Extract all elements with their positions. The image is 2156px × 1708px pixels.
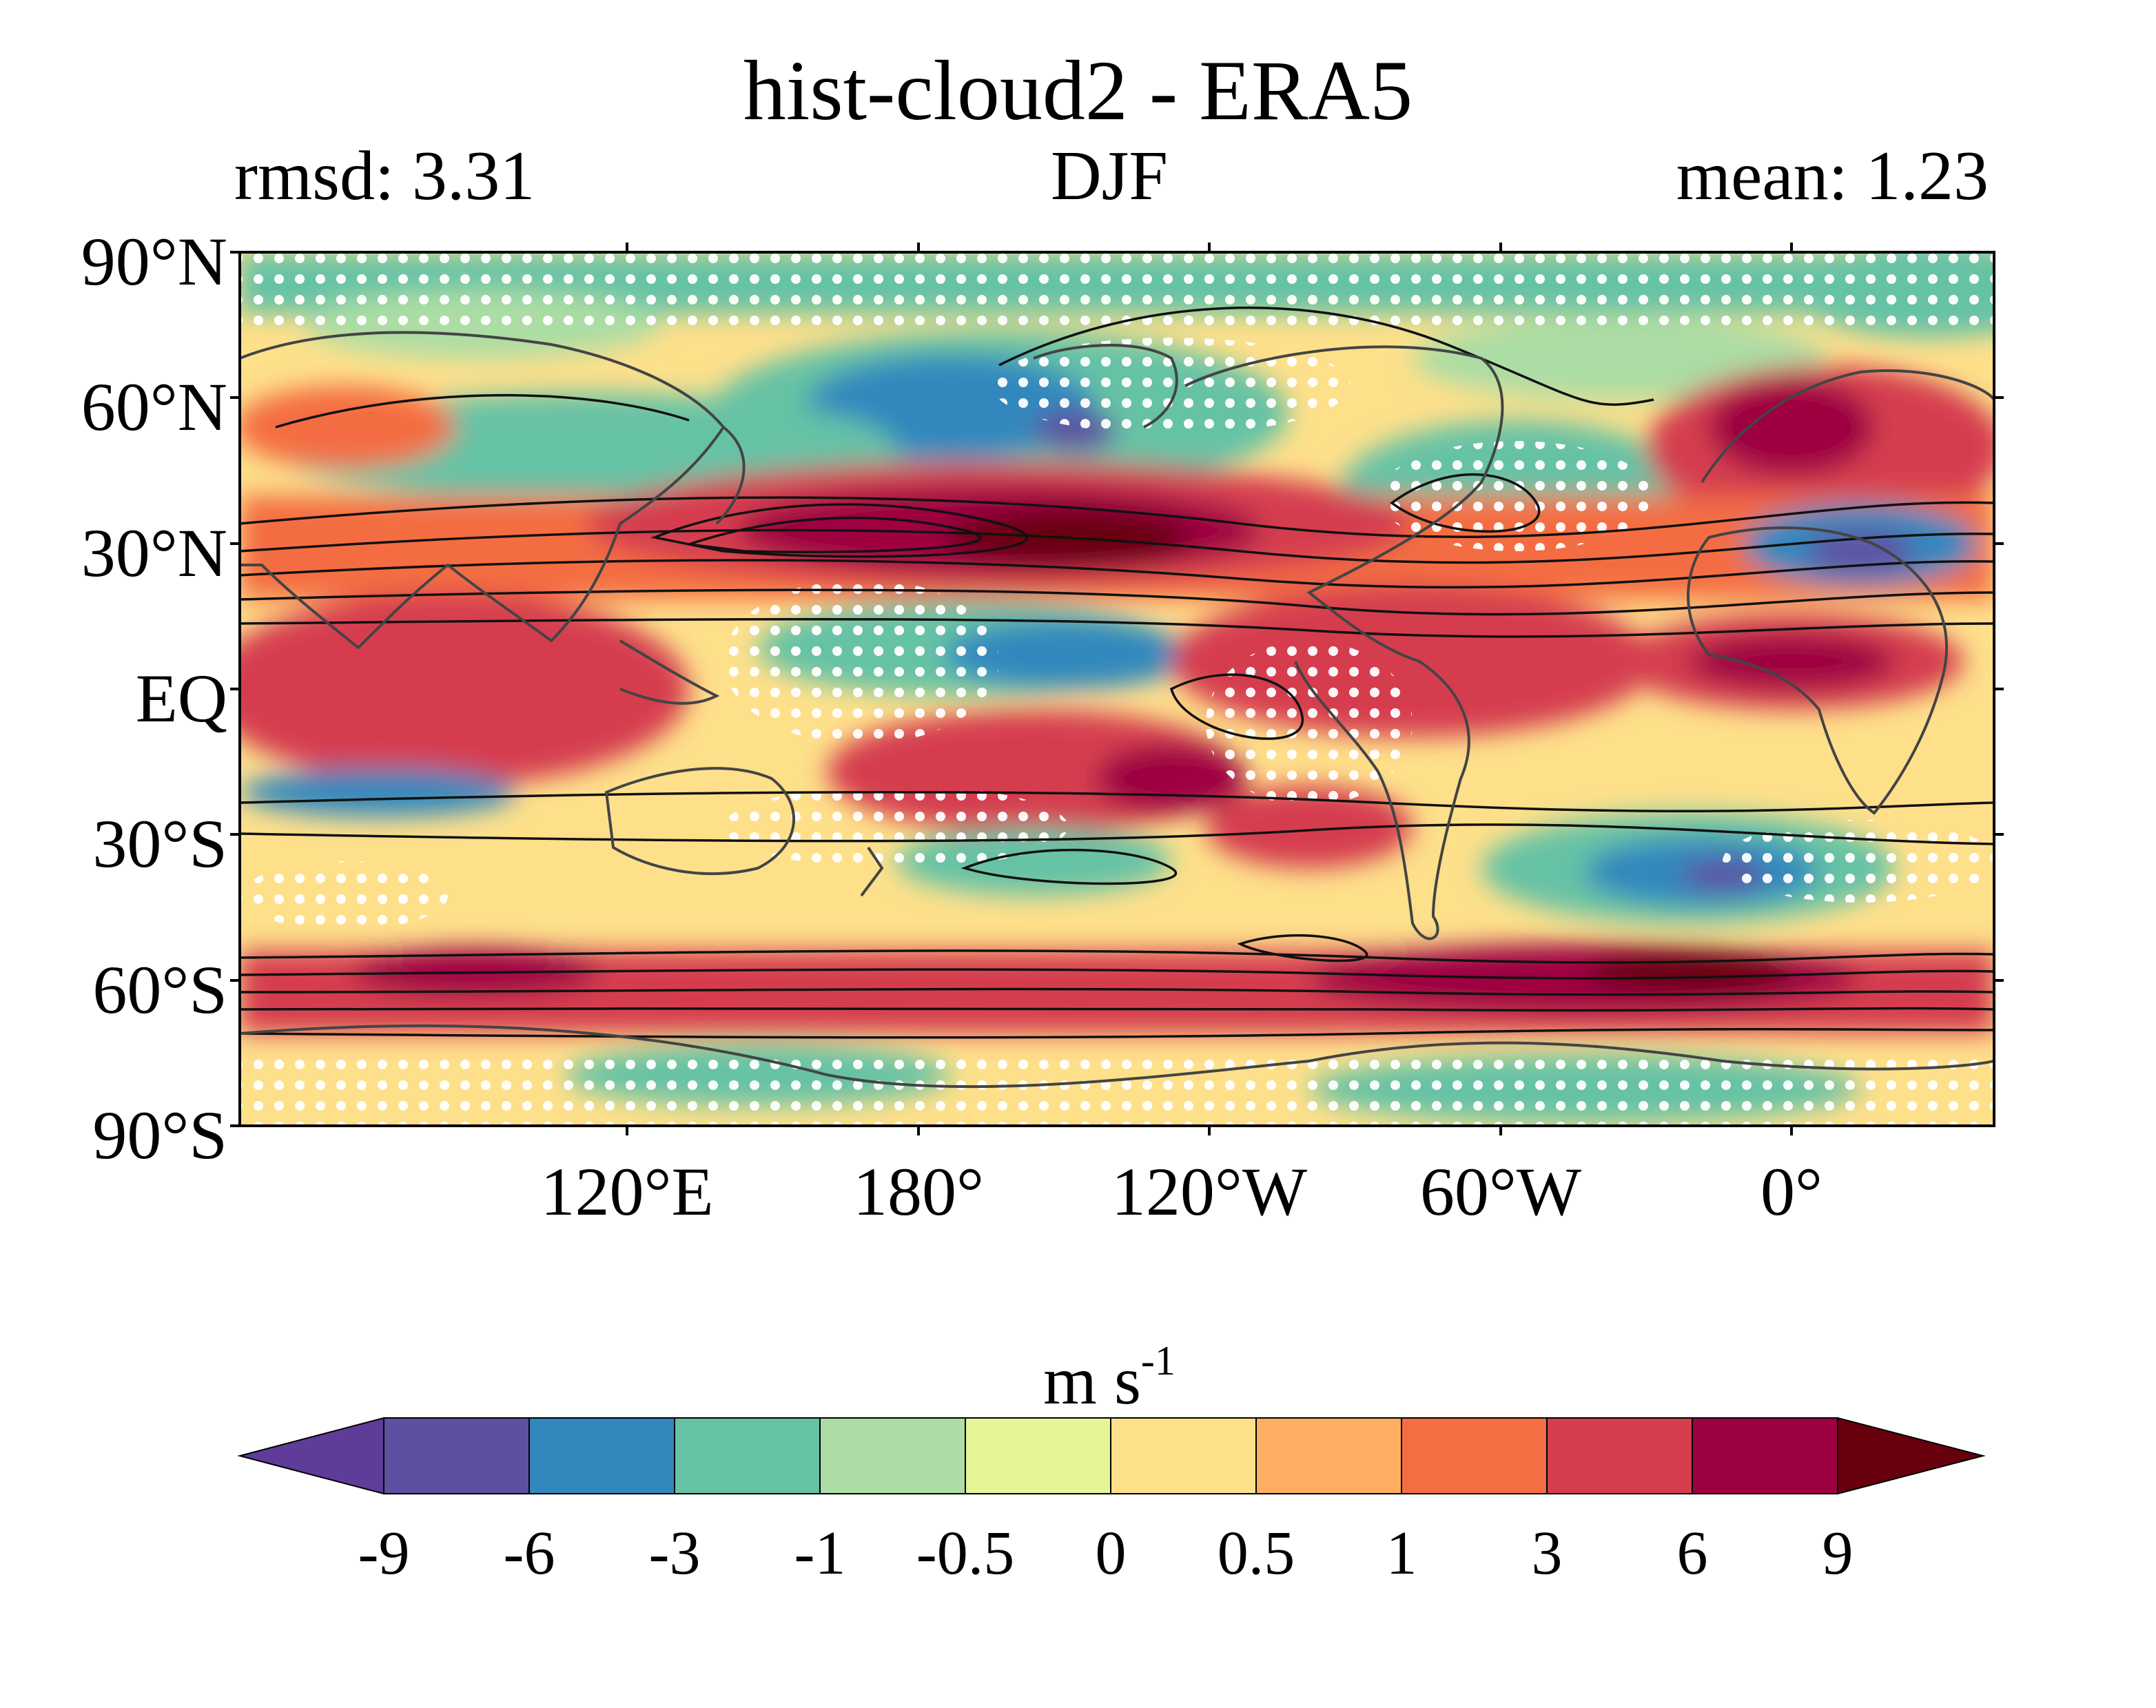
lat-label-30s: 30°S: [92, 805, 227, 882]
lat-label-eq: EQ: [135, 660, 227, 737]
season-label: DJF: [1050, 137, 1169, 215]
map-plot-area: [240, 252, 1994, 1126]
colorbar-swatch: [674, 1417, 821, 1494]
lon-label-0: 0°: [1760, 1153, 1823, 1230]
colorbar-label: -3: [648, 1519, 701, 1587]
lat-label-90s: 90°S: [92, 1097, 227, 1173]
colorbar-label: -1: [794, 1519, 846, 1587]
colorbar-swatch: [1401, 1417, 1548, 1494]
colorbar-swatch: [819, 1417, 966, 1494]
lat-label-60s: 60°S: [92, 951, 227, 1028]
colorbar-swatch: [383, 1417, 530, 1494]
colorbar-label: 0: [1095, 1519, 1127, 1587]
colorbar-label: -9: [358, 1519, 410, 1587]
mean-label: mean: 1.23: [1676, 137, 1989, 215]
colorbar: [237, 1417, 1986, 1495]
colorbar-swatch: [965, 1417, 1111, 1494]
colorbar-unit: m s-1: [1043, 1338, 1175, 1419]
lon-label-120e: 120°E: [540, 1153, 714, 1230]
lat-label-60n: 60°N: [81, 369, 227, 445]
colorbar-extend-high: [1837, 1417, 1986, 1495]
colorbar-swatch: [1255, 1417, 1402, 1494]
map-title: hist-cloud2 - ERA5: [743, 43, 1413, 138]
colorbar-swatch: [1546, 1417, 1693, 1494]
colorbar-label: 1: [1386, 1519, 1417, 1587]
coastlines: [240, 331, 1994, 1089]
lon-label-120w: 120°W: [1111, 1153, 1308, 1230]
colorbar-label: 3: [1531, 1519, 1563, 1587]
colorbar-label: -6: [503, 1519, 555, 1587]
lon-label-60w: 60°W: [1419, 1153, 1582, 1230]
colorbar-label: 9: [1822, 1519, 1854, 1587]
lat-label-90n: 90°N: [81, 223, 227, 300]
significance-stippling: [240, 252, 1994, 1126]
rmsd-label: rmsd: 3.31: [234, 137, 535, 215]
colorbar-swatch: [1110, 1417, 1257, 1494]
lon-label-180: 180°: [853, 1153, 984, 1230]
climatology-contours: [240, 306, 1994, 1039]
colorbar-extend-low: [237, 1417, 384, 1495]
colorbar-label: -0.5: [916, 1519, 1015, 1587]
lat-label-30n: 30°N: [81, 515, 227, 591]
colorbar-label: 0.5: [1217, 1519, 1295, 1587]
colorbar-label: 6: [1676, 1519, 1708, 1587]
colorbar-swatch: [1692, 1417, 1838, 1494]
colorbar-swatch: [528, 1417, 675, 1494]
axis-ticks: [230, 243, 2004, 1135]
